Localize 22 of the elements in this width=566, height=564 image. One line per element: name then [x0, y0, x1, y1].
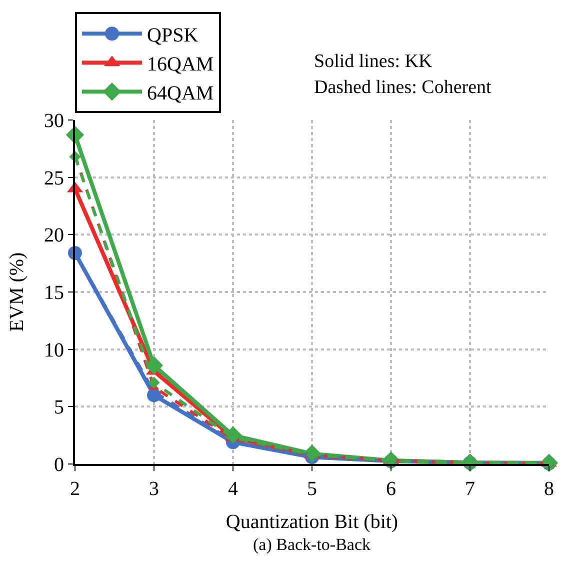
x-tick-label: 4: [228, 478, 238, 500]
x-tick-label: 6: [386, 478, 396, 500]
y-tick-label: 5: [54, 396, 64, 419]
legend-label: QPSK: [147, 24, 199, 46]
y-tick-label: 15: [44, 282, 64, 304]
y-tick-label: 20: [44, 224, 64, 247]
x-axis-title: Quantization Bit (bit): [226, 511, 398, 533]
x-tick-label: 7: [465, 478, 475, 500]
y-tick-label: 10: [44, 339, 64, 362]
text: Dashed lines: Coherent: [314, 77, 492, 98]
x-tick-label: 8: [544, 478, 554, 500]
y-tick-label: 0: [54, 454, 64, 476]
y-tick-label: 30: [44, 110, 64, 132]
legend-label: 16QAM: [147, 53, 214, 76]
legend-label: 64QAM: [147, 82, 214, 104]
text: (a) Back-to-Back: [253, 535, 372, 554]
x-tick-label: 2: [70, 478, 80, 500]
text: Solid lines: KK: [314, 51, 433, 72]
x-tick-label: 5: [307, 478, 317, 500]
y-axis-title: EVM (%): [6, 252, 28, 332]
x-tick-label: 3: [149, 478, 159, 500]
y-tick-label: 25: [44, 167, 64, 190]
